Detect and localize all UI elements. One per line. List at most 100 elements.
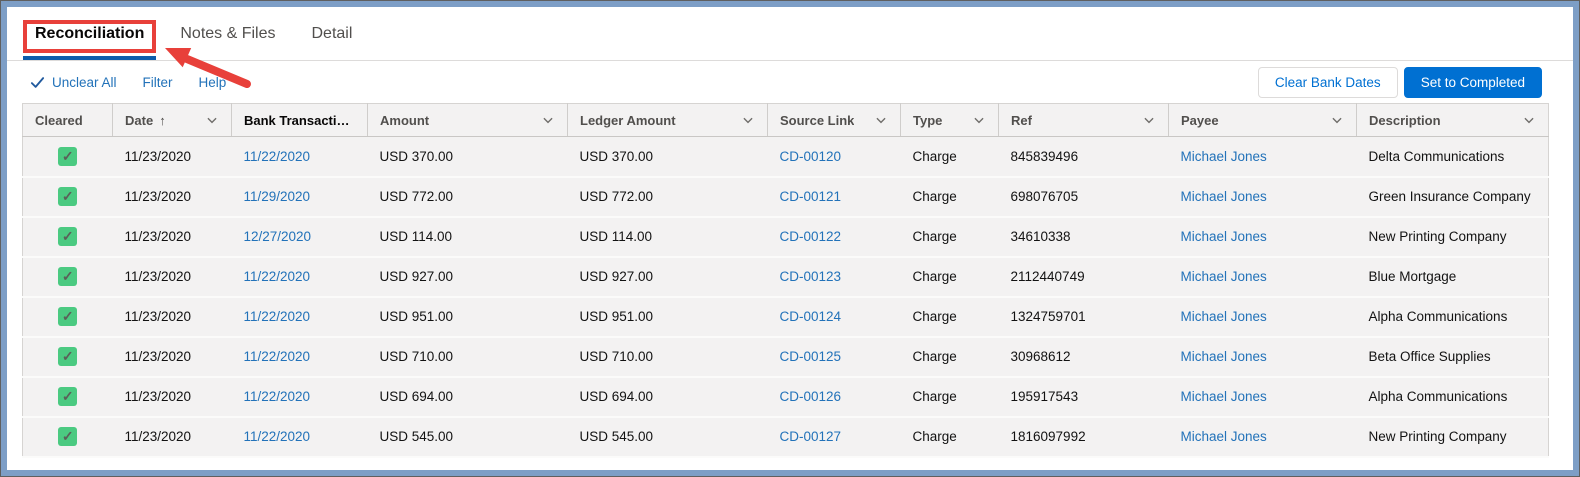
- source-link[interactable]: CD-00124: [779, 309, 842, 324]
- payee-link[interactable]: Michael Jones: [1180, 269, 1267, 284]
- date-value: 11/23/2020: [124, 229, 192, 244]
- ledger-amount-value: USD 951.00: [579, 309, 654, 324]
- cell-cleared: ✓: [23, 297, 113, 337]
- column-header-bank-transactio[interactable]: Bank Transactio...: [231, 103, 368, 137]
- source-link[interactable]: CD-00126: [779, 389, 842, 404]
- chevron-down-icon[interactable]: [1522, 113, 1536, 127]
- help-link[interactable]: Help: [199, 75, 227, 90]
- description-value: Green Insurance Company: [1368, 189, 1531, 204]
- bank-transaction-date-link[interactable]: 11/22/2020: [243, 269, 311, 284]
- cleared-checkbox[interactable]: ✓: [58, 267, 78, 286]
- table-row[interactable]: ✓ 11/23/2020 11/22/2020 USD 694.00 USD 6…: [22, 376, 1549, 417]
- cleared-checkbox[interactable]: ✓: [58, 387, 78, 406]
- table-row[interactable]: ✓ 11/23/2020 11/22/2020 USD 951.00 USD 9…: [22, 296, 1549, 337]
- bank-transaction-date-link[interactable]: 11/22/2020: [243, 389, 311, 404]
- chevron-down-icon[interactable]: [205, 113, 219, 127]
- payee-link[interactable]: Michael Jones: [1180, 309, 1267, 324]
- table-row[interactable]: ✓ 11/23/2020 11/22/2020 USD 370.00 USD 3…: [22, 136, 1549, 177]
- cell-description: Blue Mortgage: [1357, 257, 1549, 297]
- cell-cleared: ✓: [23, 257, 113, 297]
- table-row[interactable]: ✓ 11/23/2020 11/29/2020 USD 772.00 USD 7…: [22, 176, 1549, 217]
- cell-source-link: CD-00124: [768, 297, 901, 337]
- column-header-ref[interactable]: Ref: [998, 103, 1169, 137]
- column-header-cleared[interactable]: Cleared: [22, 103, 113, 137]
- cell-bank-transaction-date: 11/29/2020: [232, 177, 368, 217]
- column-header-source-link[interactable]: Source Link: [767, 103, 901, 137]
- cleared-checkbox[interactable]: ✓: [58, 146, 78, 166]
- column-header-type[interactable]: Type: [900, 103, 999, 137]
- chevron-down-icon[interactable]: [1142, 113, 1156, 127]
- table-row[interactable]: ✓ 11/23/2020 11/22/2020 USD 927.00 USD 9…: [22, 256, 1549, 297]
- chevron-down-icon[interactable]: [541, 113, 555, 127]
- cleared-checkbox[interactable]: ✓: [58, 227, 78, 246]
- tab-reconciliation[interactable]: Reconciliation: [23, 7, 157, 60]
- source-link[interactable]: CD-00127: [779, 429, 842, 444]
- filter-link[interactable]: Filter: [143, 75, 173, 90]
- reconciliation-page: Reconciliation Notes & Files Detail Uncl…: [7, 7, 1573, 470]
- type-value: Charge: [912, 349, 957, 364]
- amount-value: USD 927.00: [379, 269, 454, 284]
- bank-transaction-date-link[interactable]: 11/22/2020: [243, 349, 311, 364]
- cell-source-link: CD-00125: [768, 337, 901, 377]
- set-to-completed-button[interactable]: Set to Completed: [1403, 66, 1542, 98]
- cleared-checkbox[interactable]: ✓: [58, 307, 78, 326]
- table-row[interactable]: ✓ 11/23/2020 11/22/2020 USD 710.00 USD 7…: [22, 336, 1549, 377]
- tab-notes-and-files-label: Notes & Files: [180, 24, 276, 42]
- column-header-payee[interactable]: Payee: [1168, 103, 1357, 137]
- payee-link[interactable]: Michael Jones: [1180, 429, 1267, 444]
- chevron-down-icon[interactable]: [741, 113, 755, 127]
- cell-payee: Michael Jones: [1169, 377, 1357, 417]
- column-header-date[interactable]: Date ↑: [112, 103, 232, 137]
- bank-transaction-date-link[interactable]: 11/22/2020: [243, 309, 311, 324]
- check-icon: [30, 75, 45, 90]
- cleared-checkbox[interactable]: ✓: [58, 347, 78, 366]
- ref-value: 2112440749: [1010, 269, 1085, 284]
- description-value: Beta Office Supplies: [1368, 349, 1491, 364]
- bank-transaction-date-link[interactable]: 11/22/2020: [243, 429, 311, 444]
- bank-transaction-date-link[interactable]: 11/22/2020: [243, 148, 311, 164]
- unclear-all-link[interactable]: Unclear All: [30, 75, 117, 90]
- tab-reconciliation-label: Reconciliation: [35, 24, 145, 42]
- cell-type: Charge: [901, 137, 999, 177]
- bank-transaction-date-link[interactable]: 12/27/2020: [243, 229, 312, 244]
- cell-type: Charge: [901, 257, 999, 297]
- column-label: Source Link: [780, 112, 855, 128]
- column-header-amount[interactable]: Amount: [367, 103, 568, 137]
- source-link[interactable]: CD-00123: [779, 269, 842, 284]
- payee-link[interactable]: Michael Jones: [1180, 389, 1267, 404]
- cell-type: Charge: [901, 417, 999, 457]
- cell-payee: Michael Jones: [1169, 217, 1357, 257]
- tab-notes-and-files[interactable]: Notes & Files: [168, 7, 287, 60]
- date-value: 11/23/2020: [124, 269, 192, 284]
- source-link[interactable]: CD-00121: [779, 189, 842, 204]
- cell-ledger-amount: USD 370.00: [568, 137, 768, 177]
- table-row[interactable]: ✓ 11/23/2020 11/22/2020 USD 545.00 USD 5…: [22, 416, 1549, 457]
- tab-detail[interactable]: Detail: [300, 7, 365, 60]
- ref-value: 195917543: [1010, 389, 1079, 404]
- chevron-down-icon[interactable]: [874, 113, 888, 127]
- date-value: 11/23/2020: [124, 349, 192, 364]
- column-header-ledger-amount[interactable]: Ledger Amount: [567, 103, 768, 137]
- payee-link[interactable]: Michael Jones: [1180, 148, 1267, 164]
- chevron-down-icon[interactable]: [972, 113, 986, 127]
- payee-link[interactable]: Michael Jones: [1180, 229, 1267, 244]
- cleared-checkbox[interactable]: ✓: [58, 427, 78, 446]
- checkmark-icon: ✓: [61, 348, 74, 364]
- cell-cleared: ✓: [23, 217, 113, 257]
- source-link[interactable]: CD-00125: [779, 349, 842, 364]
- cell-date: 11/23/2020: [113, 417, 232, 457]
- source-link[interactable]: CD-00122: [779, 229, 842, 244]
- cell-cleared: ✓: [23, 337, 113, 377]
- payee-link[interactable]: Michael Jones: [1180, 349, 1267, 364]
- bank-transaction-date-link[interactable]: 11/29/2020: [243, 189, 311, 204]
- column-label: Bank Transactio...: [244, 112, 355, 128]
- cleared-checkbox[interactable]: ✓: [58, 187, 78, 206]
- cell-description: New Printing Company: [1357, 417, 1549, 457]
- source-link[interactable]: CD-00120: [779, 148, 842, 164]
- clear-bank-dates-button[interactable]: Clear Bank Dates: [1257, 66, 1398, 98]
- payee-link[interactable]: Michael Jones: [1180, 189, 1267, 204]
- type-value: Charge: [912, 269, 957, 284]
- column-header-description[interactable]: Description: [1356, 103, 1549, 137]
- table-row[interactable]: ✓ 11/23/2020 12/27/2020 USD 114.00 USD 1…: [22, 216, 1549, 257]
- chevron-down-icon[interactable]: [1330, 113, 1344, 127]
